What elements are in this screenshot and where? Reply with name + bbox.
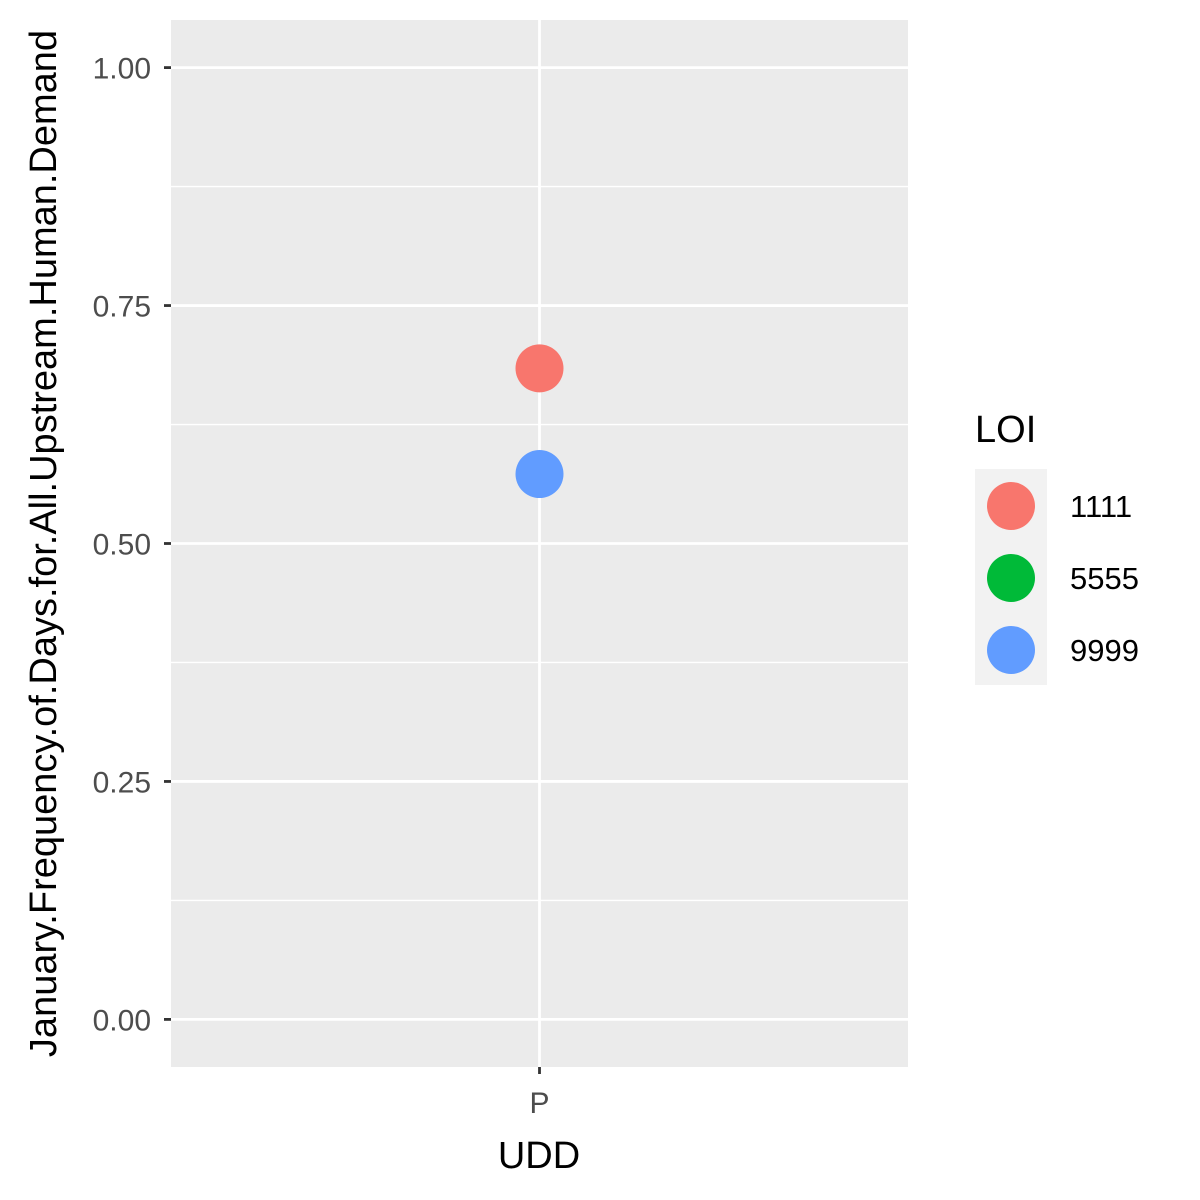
y-axis: 0.00 0.25 0.50 0.75 1.00 <box>93 53 171 1037</box>
legend-label: 1111 <box>1070 489 1132 524</box>
legend-key <box>987 626 1035 674</box>
legend-label: 5555 <box>1070 561 1139 596</box>
x-axis: P <box>529 1067 550 1120</box>
legend: LOI 1111 5555 9999 <box>975 409 1139 685</box>
major-grid <box>171 20 908 1067</box>
y-tick-label: 0.25 <box>93 766 151 799</box>
data-point <box>515 344 564 393</box>
y-tick-label: 0.75 <box>93 291 151 324</box>
legend-key <box>987 554 1035 602</box>
y-tick-label: 0.50 <box>93 529 151 562</box>
data-point <box>515 450 564 499</box>
x-axis-title: UDD <box>498 1135 580 1177</box>
legend-entries: 1111 5555 9999 <box>987 482 1139 674</box>
y-tick-label: 1.00 <box>93 53 151 86</box>
x-tick-label: P <box>529 1087 549 1120</box>
legend-label: 9999 <box>1070 633 1139 668</box>
y-axis-title: January.Frequency.of.Days.for.All.Upstre… <box>23 30 65 1057</box>
legend-title: LOI <box>975 409 1036 451</box>
legend-key <box>987 482 1035 530</box>
data-points <box>515 344 564 499</box>
y-tick-label: 0.00 <box>93 1004 151 1037</box>
